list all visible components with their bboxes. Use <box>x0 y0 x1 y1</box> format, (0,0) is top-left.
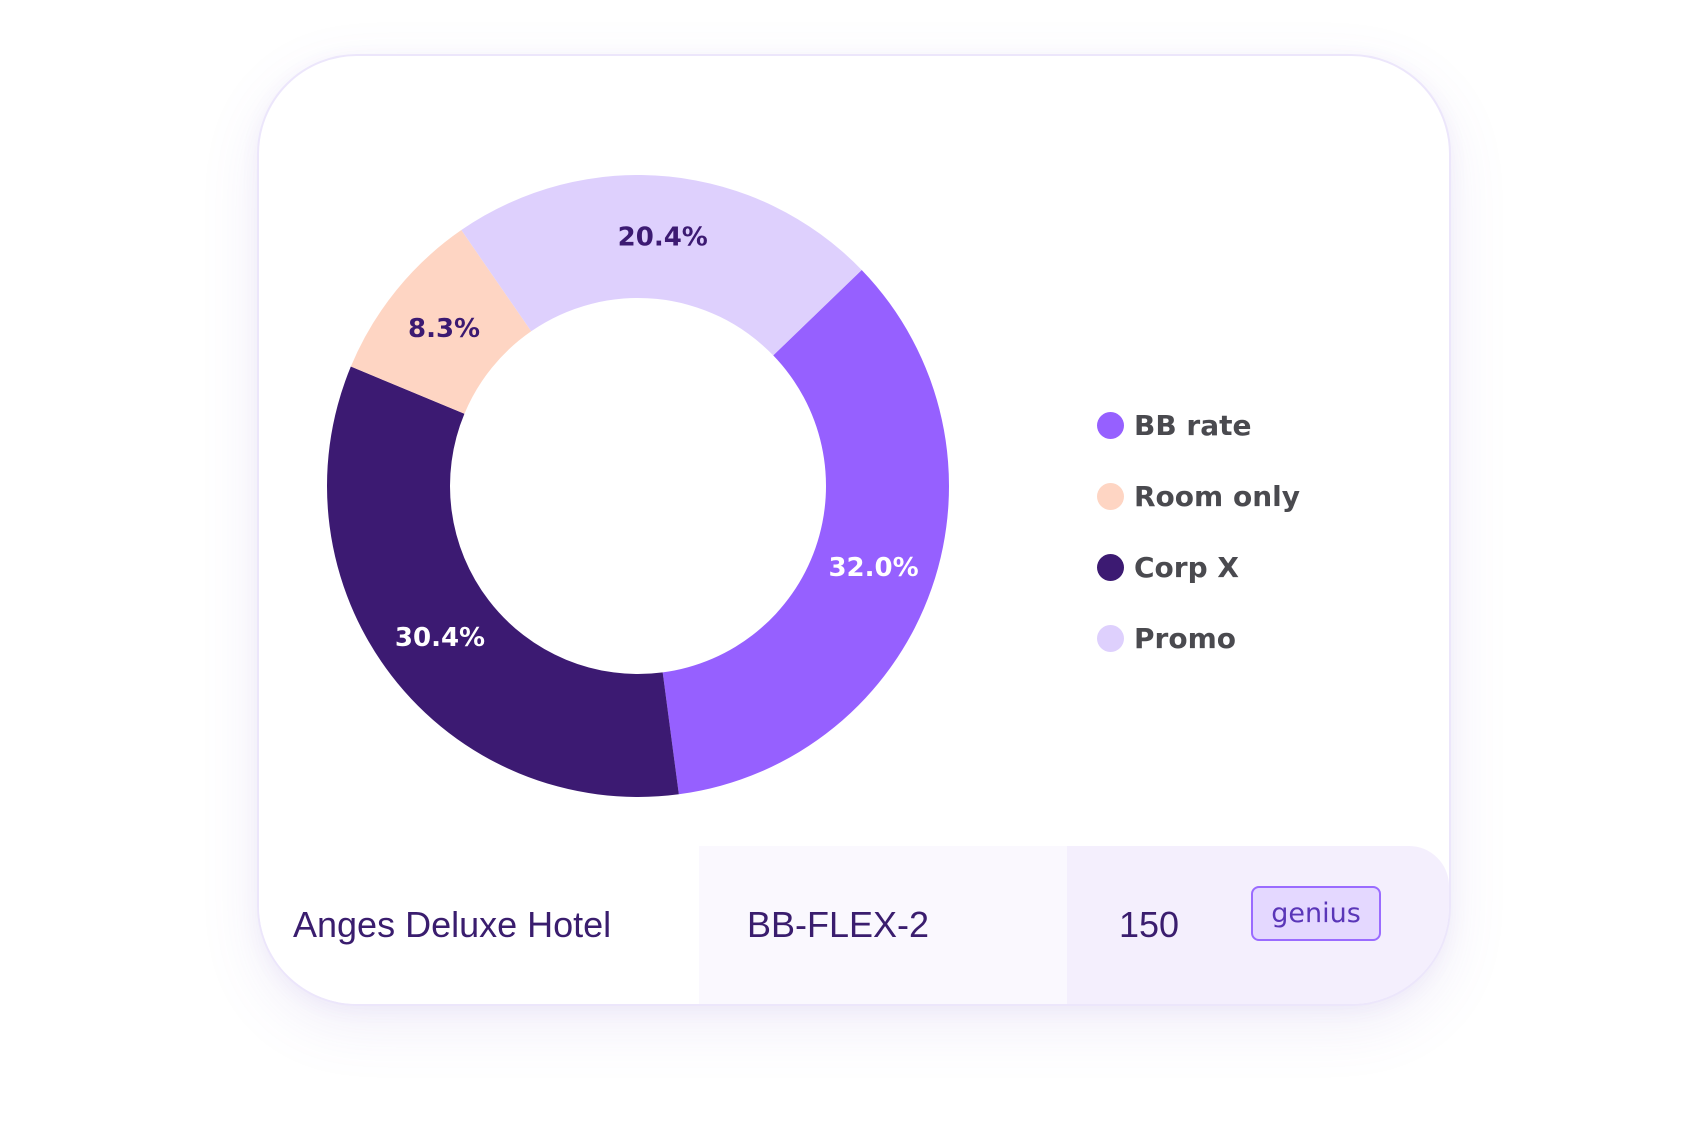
chart-card: 32.0% 30.4% 8.3% 20.4% BB rate Room only Co… <box>257 54 1451 1006</box>
slice-label: 30.4% <box>395 623 485 653</box>
legend-label: Promo <box>1134 622 1236 655</box>
legend-item-promo: Promo <box>1097 603 1300 674</box>
donut-slice-corp-x <box>327 366 679 797</box>
hotel-name-cell: Anges Deluxe Hotel <box>259 846 699 1004</box>
donut-slice-bb-rate <box>662 269 949 795</box>
chart-legend: BB rate Room only Corp X Promo <box>1097 390 1300 674</box>
legend-swatch <box>1097 625 1124 652</box>
legend-item-bb-rate: BB rate <box>1097 390 1300 461</box>
legend-swatch <box>1097 483 1124 510</box>
legend-item-room-only: Room only <box>1097 461 1300 532</box>
donut-slice-promo <box>461 175 862 356</box>
value-text: 150 <box>1119 904 1180 945</box>
rate-code-cell: BB-FLEX-2 <box>699 846 1067 1004</box>
donut-slice-room-only <box>350 230 532 414</box>
legend-item-corp-x: Corp X <box>1097 532 1300 603</box>
donut-chart: 32.0% 30.4% 8.3% 20.4% <box>327 175 949 797</box>
value-cell: 150 genius <box>1067 846 1449 1004</box>
genius-badge: genius <box>1251 886 1381 941</box>
legend-swatch <box>1097 412 1124 439</box>
slice-label: 8.3% <box>408 314 480 344</box>
legend-swatch <box>1097 554 1124 581</box>
slice-label: 32.0% <box>828 553 918 583</box>
legend-label: BB rate <box>1134 409 1252 442</box>
legend-label: Room only <box>1134 480 1300 513</box>
legend-label: Corp X <box>1134 551 1239 584</box>
slice-label: 20.4% <box>618 223 708 253</box>
table-row[interactable]: Anges Deluxe Hotel BB-FLEX-2 150 genius <box>259 846 1449 1004</box>
